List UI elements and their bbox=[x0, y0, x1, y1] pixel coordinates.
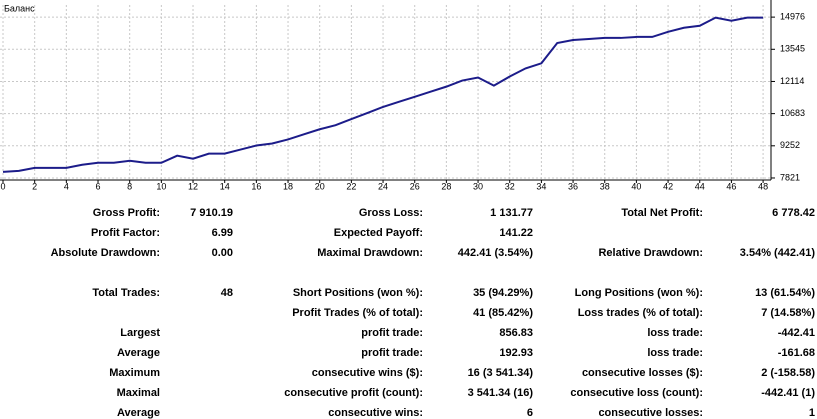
stat-label: consecutive losses: bbox=[598, 407, 703, 419]
stat-label: Total Trades: bbox=[92, 287, 160, 299]
stat-value: 2 (-158.58) bbox=[761, 367, 815, 379]
stat-value: 3.54% (442.41) bbox=[740, 247, 816, 259]
stat-label: Gross Profit: bbox=[93, 207, 160, 219]
y-tick-label: 13545 bbox=[780, 44, 805, 54]
stat-value: 6 778.42 bbox=[772, 207, 815, 219]
x-tick-label: 46 bbox=[726, 181, 736, 191]
stat-label: Relative Drawdown: bbox=[598, 247, 703, 259]
stat-label: consecutive loss (count): bbox=[570, 387, 703, 399]
stat-label: Maximum bbox=[109, 367, 160, 379]
stat-value: 7 910.19 bbox=[190, 207, 233, 219]
x-tick-label: 6 bbox=[96, 181, 101, 191]
x-tick-label: 34 bbox=[536, 181, 546, 191]
stat-label: Expected Payoff: bbox=[334, 227, 423, 239]
stat-value: 6.99 bbox=[212, 227, 233, 239]
x-tick-label: 12 bbox=[188, 181, 198, 191]
stat-value: -442.41 bbox=[778, 327, 815, 339]
stat-value: 3 541.34 (16) bbox=[468, 387, 534, 399]
stat-value: 13 (61.54%) bbox=[755, 287, 815, 299]
chart-title: Баланс bbox=[4, 3, 35, 13]
x-tick-label: 36 bbox=[568, 181, 578, 191]
x-tick-label: 28 bbox=[441, 181, 451, 191]
stat-label: Average bbox=[117, 407, 160, 419]
stat-label: Loss trades (% of total): bbox=[578, 307, 703, 319]
x-tick-label: 0 bbox=[1, 181, 6, 191]
stat-value: 442.41 (3.54%) bbox=[458, 247, 534, 259]
x-tick-label: 18 bbox=[283, 181, 293, 191]
stat-value: 1 131.77 bbox=[490, 207, 533, 219]
stat-label: Gross Loss: bbox=[359, 207, 423, 219]
y-tick-label: 9252 bbox=[780, 140, 800, 150]
stat-label: Absolute Drawdown: bbox=[51, 247, 160, 259]
stat-label: consecutive wins ($): bbox=[312, 367, 423, 379]
stat-label: loss trade: bbox=[647, 327, 703, 339]
stat-label: Largest bbox=[120, 327, 160, 339]
stats-table: Gross Profit: 7 910.19 Gross Loss: 1 131.77… bbox=[51, 207, 816, 419]
x-tick-label: 40 bbox=[631, 181, 641, 191]
stat-value: 856.83 bbox=[499, 327, 533, 339]
stat-value: 35 (94.29%) bbox=[473, 287, 533, 299]
x-tick-label: 20 bbox=[315, 181, 325, 191]
x-tick-label: 10 bbox=[156, 181, 166, 191]
stat-label: consecutive wins: bbox=[328, 407, 423, 419]
x-tick-label: 44 bbox=[695, 181, 705, 191]
stat-label: profit trade: bbox=[361, 347, 423, 359]
x-tick-label: 4 bbox=[64, 181, 69, 191]
stat-label: consecutive profit (count): bbox=[284, 387, 423, 399]
stat-value: 141.22 bbox=[499, 227, 533, 239]
x-tick-label: 22 bbox=[346, 181, 356, 191]
stat-value: 41 (85.42%) bbox=[473, 307, 533, 319]
stat-label: consecutive losses ($): bbox=[582, 367, 703, 379]
x-tick-label: 24 bbox=[378, 181, 388, 191]
x-tick-label: 42 bbox=[663, 181, 673, 191]
stat-label: Average bbox=[117, 347, 160, 359]
stat-value: 6 bbox=[527, 407, 533, 419]
stat-value: 7 (14.58%) bbox=[761, 307, 815, 319]
x-tick-label: 2 bbox=[32, 181, 37, 191]
stat-label: Profit Factor: bbox=[91, 227, 160, 239]
y-tick-label: 12114 bbox=[780, 76, 804, 86]
stat-label: Profit Trades (% of total): bbox=[292, 307, 423, 319]
x-tick-label: 26 bbox=[410, 181, 420, 191]
x-tick-label: 14 bbox=[220, 181, 230, 191]
x-tick-label: 16 bbox=[251, 181, 261, 191]
stat-value: -442.41 (1) bbox=[761, 387, 815, 399]
x-tick-label: 38 bbox=[600, 181, 610, 191]
stat-label: Short Positions (won %): bbox=[293, 287, 423, 299]
stat-label: loss trade: bbox=[647, 347, 703, 359]
stat-label: Long Positions (won %): bbox=[575, 287, 703, 299]
x-tick-label: 48 bbox=[758, 181, 768, 191]
stat-label: Maximal Drawdown: bbox=[317, 247, 423, 259]
stat-label: Maximal bbox=[117, 387, 160, 399]
stat-value: 48 bbox=[221, 287, 233, 299]
stat-value: -161.68 bbox=[778, 347, 815, 359]
stat-value: 192.93 bbox=[499, 347, 533, 359]
stat-label: profit trade: bbox=[361, 327, 423, 339]
x-tick-label: 30 bbox=[473, 181, 483, 191]
stat-value: 1 bbox=[809, 407, 815, 419]
y-tick-label: 10683 bbox=[780, 108, 805, 118]
stat-value: 16 (3 541.34) bbox=[468, 367, 534, 379]
stat-value: 0.00 bbox=[212, 247, 233, 259]
stat-label: Total Net Profit: bbox=[621, 207, 703, 219]
y-tick-label: 14976 bbox=[780, 11, 805, 21]
balance-line bbox=[2, 16, 764, 173]
chart-bg bbox=[0, 0, 817, 200]
x-tick-label: 32 bbox=[505, 181, 515, 191]
x-tick-label: 8 bbox=[127, 181, 132, 191]
y-tick-label: 7821 bbox=[780, 172, 800, 182]
